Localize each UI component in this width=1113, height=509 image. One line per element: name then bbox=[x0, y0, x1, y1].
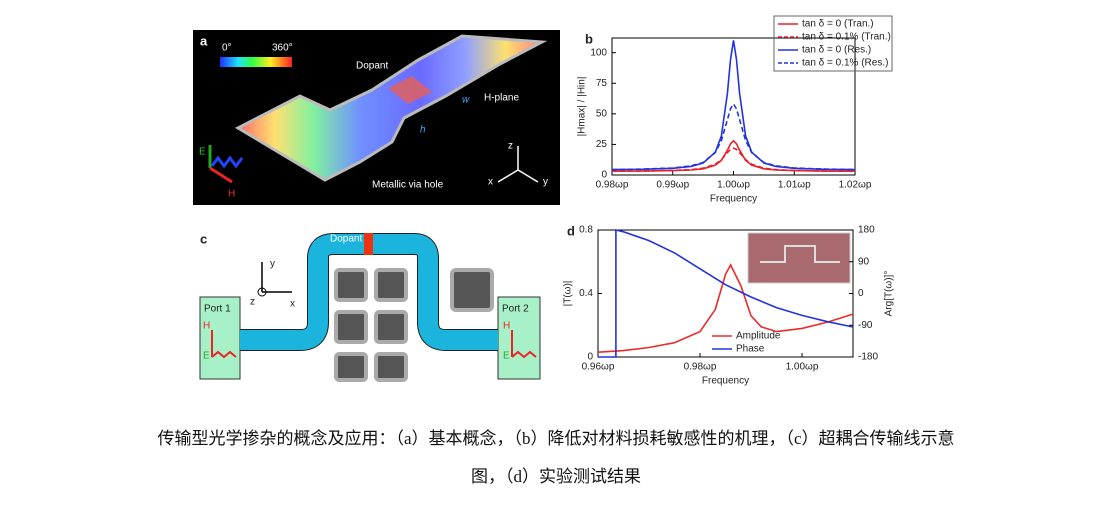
y-tick-label: 0.8 bbox=[579, 225, 593, 236]
y2-tick-label: -90 bbox=[858, 320, 873, 331]
axes-arrows bbox=[497, 146, 539, 183]
x-tick-label: 1.00ωp bbox=[717, 180, 750, 191]
x-tick-label: 0.98ωp bbox=[684, 362, 717, 373]
x-label: x bbox=[290, 299, 295, 310]
waveguide bbox=[234, 34, 548, 182]
h-arrow bbox=[209, 166, 233, 184]
dielectric-rods bbox=[334, 268, 494, 382]
caption-line: 传输型光学掺杂的概念及应用：（a）基本概念，（b）降低对材料损耗敏感性的机理，（… bbox=[157, 428, 954, 448]
y2-axis-label: Arg[T(ω)]° bbox=[884, 271, 895, 317]
wave bbox=[210, 155, 244, 169]
legend-box bbox=[773, 15, 893, 72]
series-line bbox=[597, 263, 854, 353]
legend-label: tan δ = 0 (Tran.) bbox=[802, 19, 874, 30]
transmission-line bbox=[240, 234, 498, 350]
legend-label: tan δ = 0.1% (Tran.) bbox=[802, 32, 891, 43]
x-tick-label: 1.01ωp bbox=[778, 180, 811, 191]
legend-label: Phase bbox=[736, 344, 765, 355]
y2-tick-label: -180 bbox=[858, 352, 878, 363]
y-label: y bbox=[270, 259, 275, 270]
x-tick-label: 1.00ωp bbox=[786, 362, 819, 373]
y-tick-label: 0 bbox=[587, 352, 593, 363]
via-label: Metallic via hole bbox=[372, 180, 444, 191]
series-line bbox=[611, 139, 856, 172]
h1-label: H bbox=[203, 321, 210, 332]
x-tick-label: 0.99ωp bbox=[656, 180, 689, 191]
legend-label: tan δ = 0 (Res.) bbox=[802, 45, 871, 56]
series-line bbox=[611, 40, 856, 171]
port-2-label: Port 2 bbox=[502, 304, 529, 315]
h2-label: H bbox=[503, 321, 510, 332]
panel-label: a bbox=[200, 33, 208, 48]
colorbar bbox=[220, 57, 292, 67]
y-tick-label: 100 bbox=[590, 47, 607, 58]
e-label: E bbox=[199, 147, 206, 158]
x-tick-label: 1.02ωp bbox=[839, 180, 872, 191]
y2-tick-label: 180 bbox=[858, 225, 875, 236]
port2-fields bbox=[511, 330, 537, 359]
x-tick-label: 0.98ωp bbox=[596, 180, 629, 191]
series-line bbox=[611, 147, 856, 172]
panel-label: b bbox=[585, 31, 593, 46]
dopant-label: Dopant bbox=[330, 234, 362, 245]
y-tick-label: 50 bbox=[596, 108, 608, 119]
series-line bbox=[598, 228, 854, 358]
dopant-label: Dopant bbox=[356, 61, 388, 72]
colorbar-max: 360° bbox=[272, 43, 293, 54]
port1-fields bbox=[211, 330, 237, 359]
h-label: h bbox=[420, 125, 426, 136]
dopant-region bbox=[388, 76, 432, 104]
y-tick-label: 75 bbox=[596, 78, 608, 89]
x-axis-label: Frequency bbox=[702, 376, 749, 387]
y2-tick-label: 0 bbox=[858, 288, 864, 299]
port-1-label: Port 1 bbox=[204, 304, 231, 315]
y-axis-label: |Hmax| / |Hin| bbox=[577, 77, 588, 137]
dopant bbox=[364, 233, 373, 255]
z-label: z bbox=[508, 141, 513, 152]
inset-photo bbox=[747, 232, 851, 284]
y2-tick-label: 90 bbox=[858, 256, 870, 267]
w-label: w bbox=[462, 95, 470, 106]
e2-label: E bbox=[503, 351, 510, 362]
y-label: y bbox=[543, 177, 548, 188]
axes-arrows bbox=[261, 262, 292, 293]
y-tick-label: 0.4 bbox=[579, 288, 593, 299]
e1-label: E bbox=[203, 351, 210, 362]
h-plane-label: H-plane bbox=[484, 93, 519, 104]
y-axis-label: |T(ω)| bbox=[563, 281, 574, 307]
y-tick-label: 0 bbox=[601, 170, 607, 181]
x-label: x bbox=[488, 177, 493, 188]
series-line bbox=[611, 102, 856, 171]
colorbar-min: 0° bbox=[222, 43, 232, 54]
x-axis-label: Frequency bbox=[710, 194, 757, 205]
z-axis bbox=[257, 287, 267, 297]
y-tick-label: 25 bbox=[596, 139, 608, 150]
port-2 bbox=[497, 296, 541, 380]
inset-line bbox=[760, 245, 840, 263]
hfield-label: H bbox=[228, 189, 235, 200]
legend-label: Amplitude bbox=[736, 331, 781, 342]
x-tick-label: 0.96ωp bbox=[582, 362, 615, 373]
caption-line: 图，（d）实验测试结果 bbox=[471, 467, 641, 486]
panel-label: d bbox=[567, 223, 575, 238]
port-1 bbox=[199, 296, 241, 380]
panel-label: c bbox=[200, 231, 207, 246]
legend-label: tan δ = 0.1% (Res.) bbox=[802, 58, 888, 69]
z-label: z bbox=[250, 297, 255, 308]
